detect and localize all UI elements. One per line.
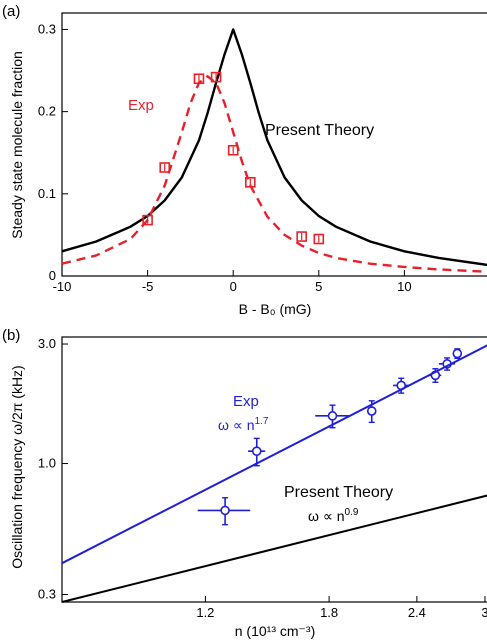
marker-circle xyxy=(251,446,262,456)
x-tick-label: 3 xyxy=(481,605,487,620)
marker-square xyxy=(193,73,205,85)
data-point-marker xyxy=(210,71,222,83)
panel-a: (a) Steady state molecule fraction -10 -5… xyxy=(2,3,487,317)
exp-fit-curve xyxy=(61,75,487,273)
panel-b-annotation-exp: Exp xyxy=(233,393,259,410)
data-point-marker xyxy=(296,231,307,242)
panel-a-series xyxy=(61,28,487,273)
theory-curve xyxy=(61,28,487,267)
y-tick-label: 0.3 xyxy=(38,21,56,36)
exp-formula-exponent: 1.7 xyxy=(255,416,269,427)
marker-circle xyxy=(366,406,377,416)
panel-b-annotation-theory: Present Theory xyxy=(284,484,393,501)
marker-square xyxy=(210,71,222,83)
y-tick-label: 0.2 xyxy=(38,104,56,119)
panel-a-annotation-exp: Exp xyxy=(128,97,154,114)
panel-b-xlabel: n (10¹³ cm⁻³) xyxy=(235,623,316,639)
marker-square xyxy=(142,214,153,226)
x-tick-label: 2.4 xyxy=(408,605,426,620)
panel-a-ylabel: Steady state molecule fraction xyxy=(9,51,25,239)
data-point xyxy=(197,497,251,526)
marker-square xyxy=(159,162,171,173)
marker-circle xyxy=(452,348,463,359)
y-tick-label: 0.1 xyxy=(38,186,56,201)
y-tick-label: 3.0 xyxy=(38,336,56,351)
data-point xyxy=(452,348,463,360)
panel-a-annotation-theory: Present Theory xyxy=(265,122,374,139)
panel-b-ylabel: Oscillation frequency ω/2π (kHz) xyxy=(9,365,25,568)
panel-a-label: (a) xyxy=(2,3,20,20)
panel-a-frame xyxy=(61,12,487,277)
data-point-marker xyxy=(245,177,256,188)
data-point-marker xyxy=(142,214,153,226)
x-tick-label: -5 xyxy=(142,279,154,294)
x-tick-label: -10 xyxy=(53,279,72,294)
data-point xyxy=(315,404,349,429)
x-tick-label: 1.2 xyxy=(196,605,214,620)
panel-b-label: (b) xyxy=(2,327,20,344)
panel-b-frame xyxy=(61,336,487,603)
marker-circle xyxy=(327,411,338,421)
panel-b-annotation-theory-formula: ω ∝ n0.9 xyxy=(308,507,359,524)
data-point-marker xyxy=(159,162,171,173)
marker-square xyxy=(227,144,239,156)
y-tick-label: 1.0 xyxy=(38,456,56,471)
panel-b: (b) Oscillation frequency ω/2π (kHz) 1.2… xyxy=(2,327,487,639)
panel-b-axes: 1.2 1.8 2.4 3 0.3 1.0 3.0 xyxy=(38,336,487,620)
x-tick-label: 10 xyxy=(397,279,411,294)
theory-line xyxy=(61,494,487,603)
marker-square xyxy=(313,233,325,245)
y-tick-label: 0 xyxy=(49,268,56,283)
marker-square xyxy=(245,177,256,188)
data-point-marker xyxy=(313,233,325,245)
x-tick-label: 0 xyxy=(230,279,237,294)
y-tick-label: 0.3 xyxy=(38,586,56,601)
theory-formula-exponent: 0.9 xyxy=(345,507,359,518)
marker-circle xyxy=(220,505,230,516)
x-tick-label: 1.8 xyxy=(320,605,338,620)
theory-formula-base: ω ∝ n xyxy=(308,508,345,524)
panel-b-annotation-exp-formula: ω ∝ n1.7 xyxy=(218,416,269,433)
data-point xyxy=(248,437,266,467)
panel-a-axes: -10 -5 0 5 10 0 0.1 0.2 0.3 xyxy=(38,21,412,294)
x-tick-label: 5 xyxy=(315,279,322,294)
exp-fit-line xyxy=(61,344,487,565)
panel-b-series xyxy=(61,344,487,603)
exp-formula-base: ω ∝ n xyxy=(218,417,255,433)
panel-a-xlabel: B - B₀ (mG) xyxy=(239,301,312,317)
marker-square xyxy=(296,231,307,242)
data-point-marker xyxy=(227,144,239,156)
data-point-marker xyxy=(193,73,205,85)
